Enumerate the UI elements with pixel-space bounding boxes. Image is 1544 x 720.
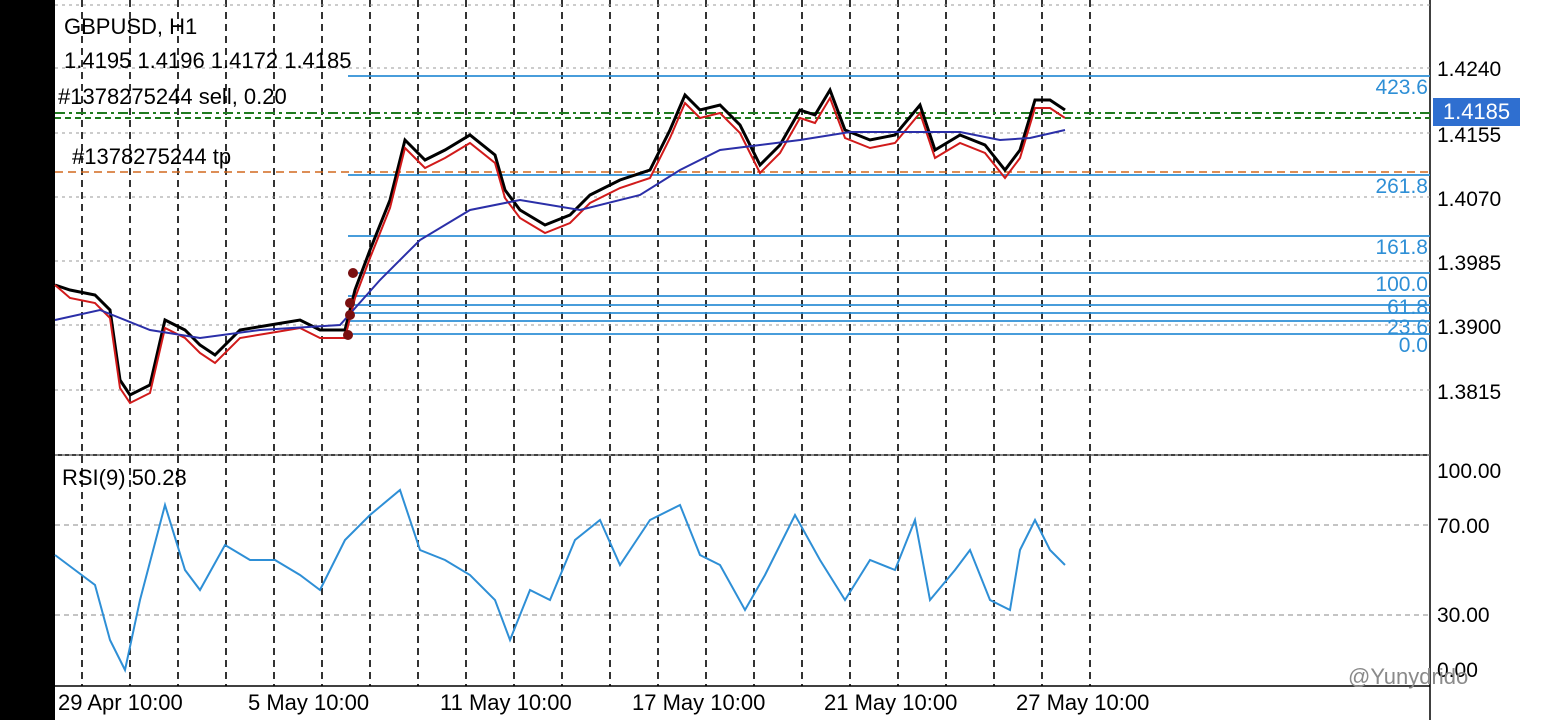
- price-tick: 1.3900: [1437, 316, 1502, 339]
- price-tick: 1.3985: [1437, 252, 1502, 275]
- watermark: @Yunydrido: [1348, 664, 1469, 689]
- fib-anchor-point: [345, 310, 355, 320]
- price-tick: 1.4155: [1437, 124, 1502, 147]
- tp-order-label[interactable]: #1378275244 tp: [72, 144, 232, 169]
- moving-average-blue: [54, 129, 1066, 340]
- sell-order-label[interactable]: #1378275244 sell, 0.20: [58, 84, 287, 109]
- rsi-tick: 70.00: [1437, 515, 1490, 538]
- time-tick: 17 May 10:00: [632, 690, 766, 715]
- time-tick: 29 Apr 10:00: [58, 690, 183, 715]
- fib-anchor-point: [345, 298, 355, 308]
- ohlc-values: 1.4195 1.4196 1.4172 1.4185: [64, 48, 352, 73]
- current-price-badge: 1.4185: [1433, 98, 1520, 126]
- rsi-tick: 0.00: [1437, 659, 1478, 682]
- fib-level-label: 61.8: [1387, 296, 1428, 319]
- fib-anchor-point: [343, 330, 353, 340]
- price-series: [54, 86, 1066, 397]
- rsi-series: [54, 488, 1066, 673]
- time-tick: 27 May 10:00: [1016, 690, 1150, 715]
- time-tick: 5 May 10:00: [248, 690, 370, 715]
- fib-anchor-point: [348, 268, 358, 278]
- symbol-title: GBPUSD, H1: [64, 14, 198, 39]
- fib-level-label: 423.6: [1375, 76, 1428, 99]
- time-tick: 11 May 10:00: [440, 690, 572, 715]
- price-tick: 1.3815: [1437, 381, 1502, 404]
- fib-level-label: 0.0: [1398, 334, 1428, 357]
- price-tick: 1.4240: [1437, 58, 1502, 81]
- fib-level-label: 100.0: [1375, 273, 1428, 296]
- rsi-title: RSI(9) 50.28: [62, 465, 187, 490]
- time-tick: 21 May 10:00: [824, 690, 958, 715]
- price-tick: 1.4070: [1437, 188, 1502, 211]
- rsi-tick: 30.00: [1437, 604, 1490, 627]
- fib-level-label: 161.8: [1375, 236, 1428, 259]
- fib-level-label: 23.6: [1387, 316, 1428, 339]
- rsi-tick: 100.00: [1437, 460, 1502, 483]
- left-edge-bar: [0, 0, 55, 720]
- fib-level-label: 261.8: [1375, 175, 1428, 198]
